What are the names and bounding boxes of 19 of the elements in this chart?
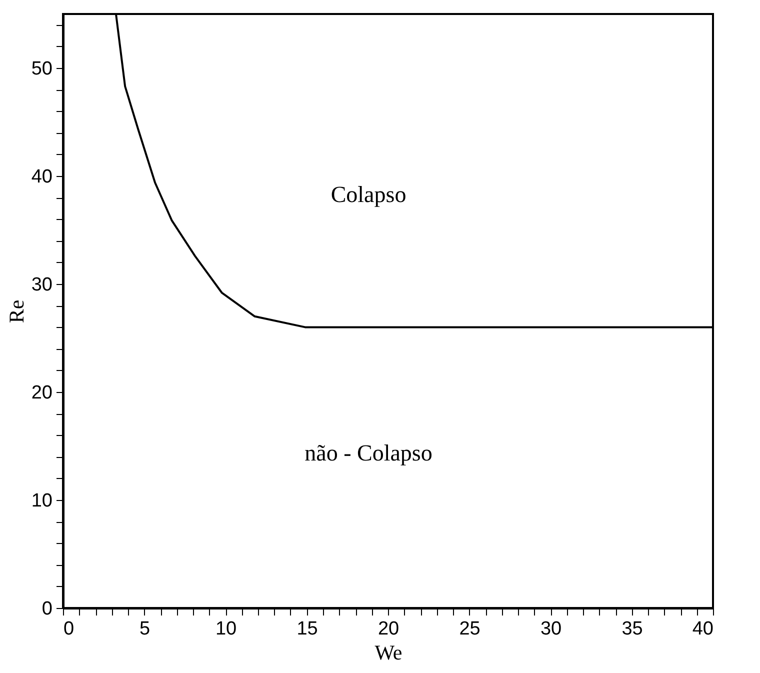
x-tick-label: 10	[215, 618, 237, 640]
y-tick-label: 0	[42, 598, 52, 620]
y-tick-label: 50	[31, 58, 52, 80]
y-tick-label: 30	[31, 274, 52, 296]
x-tick-label: 25	[459, 618, 480, 640]
x-tick-label: 15	[296, 618, 318, 640]
x-tick-label: 40	[692, 618, 714, 640]
x-tick-label: 35	[622, 618, 643, 640]
y-tick-label: 40	[31, 166, 52, 188]
y-axis-title: Re	[4, 300, 28, 324]
x-tick-label: 0	[64, 618, 74, 640]
y-tick-label: 10	[31, 490, 52, 512]
annotation: Colapso	[330, 182, 406, 208]
y-tick-label: 20	[31, 382, 52, 404]
x-tick-label: 30	[540, 618, 562, 640]
x-axis-title: We	[374, 640, 402, 664]
x-tick-label: 20	[378, 618, 400, 640]
x-tick-label: 5	[139, 618, 150, 640]
annotation: não - Colapso	[304, 440, 432, 466]
